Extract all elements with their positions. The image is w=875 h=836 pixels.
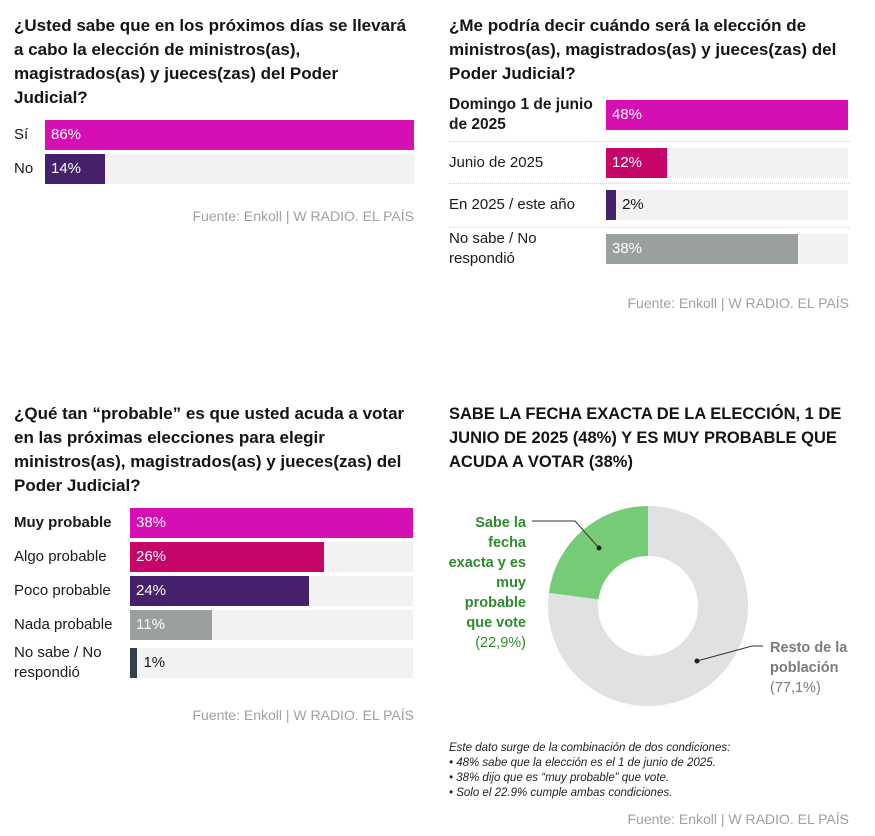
bar-track: 38% bbox=[606, 234, 848, 264]
bar-fill bbox=[130, 576, 309, 606]
donut-title: SABE LA FECHA EXACTA DE LA ELECCIÓN, 1 D… bbox=[449, 405, 842, 471]
bar-row: No sabe / No respondió 38% bbox=[449, 230, 849, 267]
note-intro: Este dato surge de la combinación de dos… bbox=[449, 742, 731, 754]
panel-election-date: ¿Me podría decir cuándo será la elección… bbox=[449, 14, 849, 314]
bar-fill bbox=[130, 542, 324, 572]
bar-row: En 2025 / este año 2% bbox=[449, 190, 849, 220]
source-credit: Fuente: Enkoll | W RADIO. EL PAÍS bbox=[192, 707, 415, 723]
bar-value-label: 48% bbox=[612, 106, 643, 123]
note-bullet: • 48% sabe que la elección es el 1 de ju… bbox=[449, 757, 716, 769]
bar-track: 12% bbox=[606, 148, 848, 178]
source-credit: Fuente: Enkoll | W RADIO. EL PAÍS bbox=[627, 811, 850, 827]
bar-value-label: 38% bbox=[612, 240, 643, 257]
bar-value-label: 26% bbox=[136, 548, 167, 565]
bar-fill bbox=[606, 100, 848, 130]
bar-track: 1% bbox=[130, 648, 413, 678]
bar-fill bbox=[130, 508, 413, 538]
bar-category-label: No bbox=[14, 160, 34, 177]
source-credit: Fuente: Enkoll | W RADIO. EL PAÍS bbox=[627, 295, 850, 311]
bar-track: 14% bbox=[45, 154, 414, 184]
source-credit: Fuente: Enkoll | W RADIO. EL PAÍS bbox=[192, 208, 415, 224]
bar-track: 86% bbox=[45, 120, 414, 150]
bar-fill bbox=[606, 148, 667, 178]
row-separator bbox=[449, 227, 849, 228]
panel-vote-likelihood: ¿Qué tan “probable” es que usted acuda a… bbox=[14, 402, 414, 732]
donut-label-green-value: (22,9%) bbox=[475, 635, 526, 651]
bar-row: Algo probable 26% bbox=[14, 542, 414, 572]
bar-row: No sabe / No respondió 1% bbox=[14, 644, 414, 681]
bar-fill bbox=[130, 610, 212, 640]
bar-row: Poco probable 24% bbox=[14, 576, 414, 606]
bar-fill bbox=[606, 190, 617, 220]
bar-value-label: 12% bbox=[612, 154, 643, 171]
bar-fill bbox=[45, 154, 106, 184]
row-separator bbox=[449, 141, 849, 142]
bar-track: 26% bbox=[130, 542, 413, 572]
bar-value-label: 1% bbox=[143, 654, 166, 671]
bar-fill bbox=[606, 234, 798, 264]
question-title: ¿Usted sabe que en los próximos días se … bbox=[14, 16, 407, 107]
bar-row: Junio de 2025 12% bbox=[449, 148, 849, 178]
donut-label-green-text: Sabe la fecha exacta y es muy probable q… bbox=[448, 515, 526, 631]
donut-label-rest-value: (77,1%) bbox=[770, 680, 821, 696]
row-separator bbox=[449, 183, 849, 184]
bar-track: 48% bbox=[606, 100, 848, 130]
bar-value-label: 2% bbox=[622, 196, 644, 213]
donut-label-rest-text: Resto de la población bbox=[770, 640, 848, 676]
panel-donut: SABE LA FECHA EXACTA DE LA ELECCIÓN, 1 D… bbox=[449, 402, 849, 832]
bar-category-label: No sabe / No respondió bbox=[14, 644, 102, 681]
bar-track: 38% bbox=[130, 508, 413, 538]
donut-label-rest: Resto de la población (77,1%) bbox=[770, 638, 850, 698]
bar-value-label: 24% bbox=[136, 582, 167, 599]
bar-row: Nada probable 11% bbox=[14, 610, 414, 640]
bar-category-label: Muy probable bbox=[14, 514, 112, 531]
bar-category-label: Algo probable bbox=[14, 548, 107, 565]
bar-category-label: En 2025 / este año bbox=[449, 196, 575, 213]
bar-row: Muy probable 38% bbox=[14, 508, 414, 538]
bar-category-label: No sabe / No respondió bbox=[449, 230, 537, 267]
bar-category-label: Sí bbox=[14, 126, 29, 143]
bar-track: 2% bbox=[606, 190, 848, 220]
bar-category-label: Nada probable bbox=[14, 616, 113, 633]
bar-category-label: Poco probable bbox=[14, 582, 111, 599]
bar-row: Domingo 1 de junio de 2025 48% bbox=[449, 96, 849, 133]
bar-value-label: 86% bbox=[51, 126, 82, 143]
panel-knows-election: ¿Usted sabe que en los próximos días se … bbox=[14, 14, 414, 234]
question-title: ¿Me podría decir cuándo será la elección… bbox=[449, 16, 837, 83]
bar-row: Sí 86% bbox=[14, 120, 414, 150]
note-bullet: • Solo el 22.9% cumple ambas condiciones… bbox=[449, 787, 673, 799]
question-title: ¿Qué tan “probable” es que usted acuda a… bbox=[14, 404, 405, 495]
bar-fill bbox=[45, 120, 414, 150]
donut-label-green: Sabe la fecha exacta y es muy probable q… bbox=[440, 513, 526, 653]
bar-value-label: 11% bbox=[136, 616, 165, 633]
note-bullet: • 38% dijo que es “muy probable” que vot… bbox=[449, 772, 670, 784]
bar-track: 11% bbox=[130, 610, 413, 640]
bar-value-label: 38% bbox=[136, 514, 167, 531]
bar-row: No 14% bbox=[14, 154, 414, 184]
donut-note: Este dato surge de la combinación de dos… bbox=[449, 741, 849, 801]
bar-category-label: Domingo 1 de junio de 2025 bbox=[449, 96, 593, 133]
bar-track: 24% bbox=[130, 576, 413, 606]
bar-value-label: 14% bbox=[51, 160, 82, 177]
bar-category-label: Junio de 2025 bbox=[449, 154, 544, 171]
bar-fill bbox=[130, 648, 138, 678]
